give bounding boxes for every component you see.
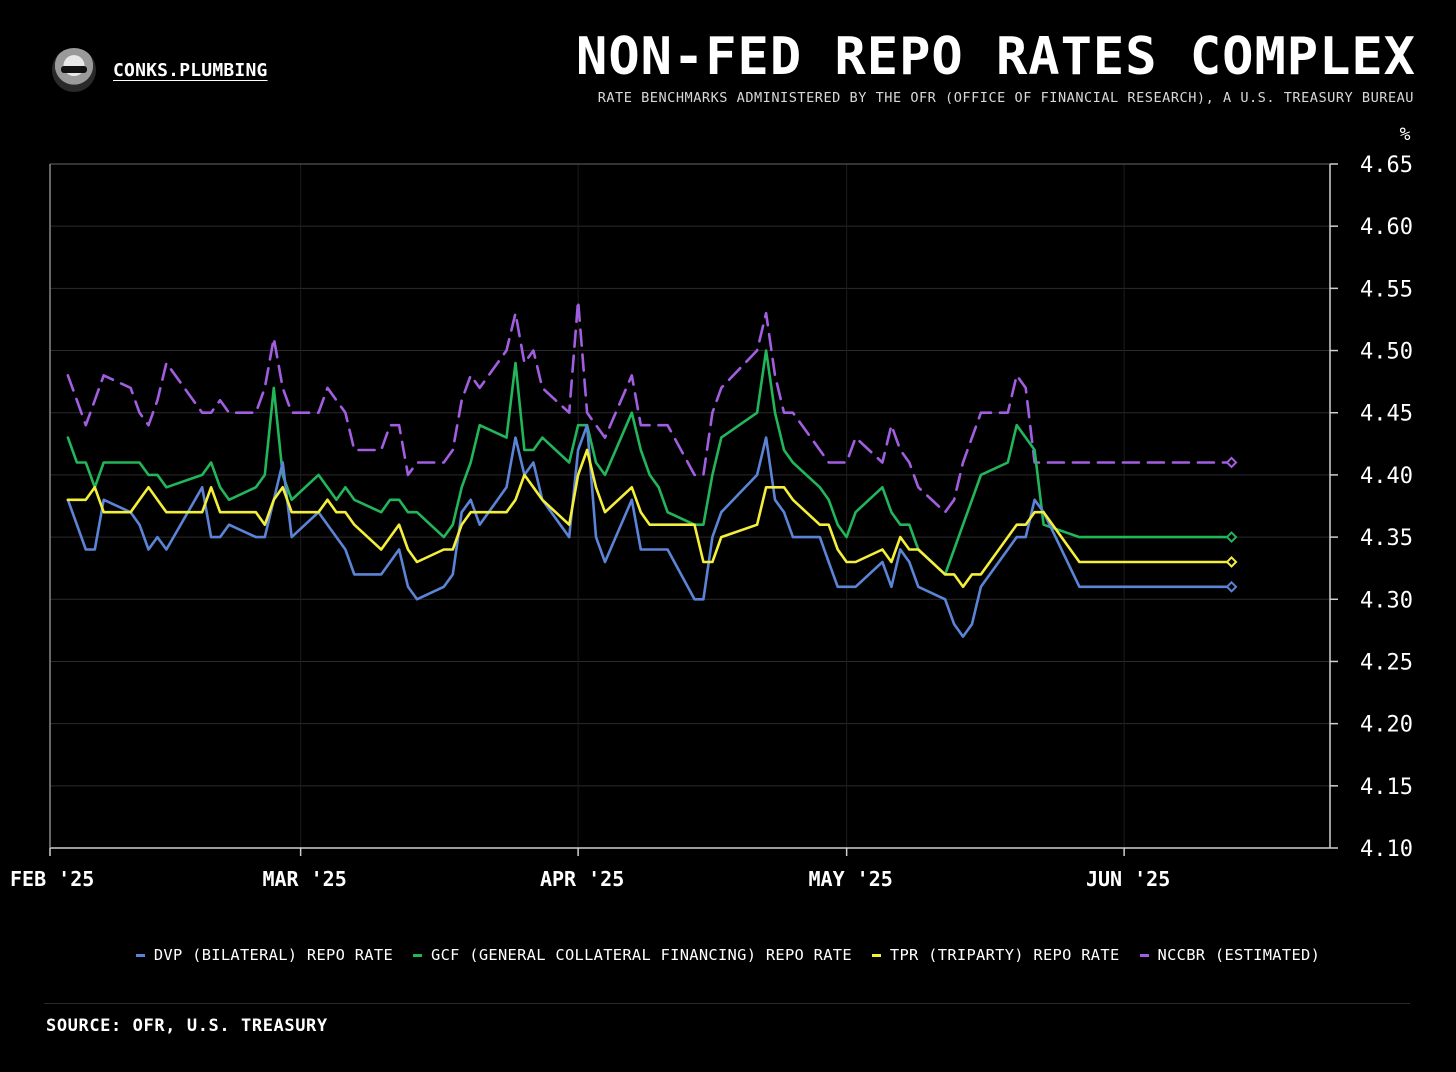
grid-lines [49,163,1330,849]
legend-label: TPR (TRIPARTY) REPO RATE [889,946,1120,964]
legend-swatch [1139,953,1149,957]
chart-title: NON-FED REPO RATES COMPLEX [576,27,1416,87]
legend-item: TPR (TRIPARTY) REPO RATE [871,946,1120,964]
y-tick-label: 4.25 [1360,650,1413,675]
series-lines [66,299,1233,638]
y-tick-label: 4.55 [1360,277,1413,302]
y-axis-unit: % [1400,124,1411,145]
line-chart: 4.10 4.15 4.20 4.25 4.30 4.35 4.40 4.45 4.50 4.55… [10,124,1413,891]
x-tick-label: APR '25 [540,867,624,891]
y-tick-label: 4.15 [1360,775,1413,800]
legend-item: NCCBR (ESTIMATED) [1139,946,1321,964]
series-end-marker [1225,531,1238,544]
brand-link[interactable]: CONKS.PLUMBING [113,59,268,81]
series-end-markers [1225,456,1238,593]
x-tick-label: MAR '25 [262,867,346,891]
series-line [66,448,1233,589]
brand[interactable]: CONKS.PLUMBING [52,48,268,92]
series-end-marker [1225,580,1238,593]
y-tick-label: 4.40 [1360,464,1413,489]
y-tick-label: 4.45 [1360,402,1413,427]
footer-divider [44,1003,1410,1004]
x-tick-label: FEB '25 [10,867,94,891]
y-tick-label: 4.60 [1360,215,1413,240]
legend-item: DVP (BILATERAL) REPO RATE [135,946,394,964]
x-tick-label: MAY '25 [808,867,892,891]
legend-item: GCF (GENERAL COLLATERAL FINANCING) REPO … [413,946,852,964]
series-end-marker [1225,456,1238,469]
legend: DVP (BILATERAL) REPO RATE GCF (GENERAL CO… [0,946,1456,964]
legend-swatch [871,953,881,957]
y-tick-label: 4.65 [1360,153,1413,178]
x-axis-labels: FEB '25 MAR '25 APR '25 MAY '25 JUN '25 [10,867,1170,891]
series-line [66,423,1233,638]
y-axis-labels: 4.10 4.15 4.20 4.25 4.30 4.35 4.40 4.45 4.50 4.55… [1360,153,1413,862]
legend-swatch [135,953,145,957]
series-line [66,299,1233,514]
x-tick-label: JUN '25 [1086,867,1170,891]
y-tick-label: 4.30 [1360,588,1413,613]
y-tick-label: 4.20 [1360,713,1413,738]
series-line [66,349,1233,576]
y-tick-label: 4.50 [1360,340,1413,365]
series-end-marker [1225,556,1238,568]
ninja-avatar-icon [52,48,96,92]
y-tick-label: 4.35 [1360,526,1413,551]
legend-label: DVP (BILATERAL) REPO RATE [153,946,394,964]
source-note: SOURCE: OFR, U.S. TREASURY [46,1016,328,1036]
plot-frame [49,163,1338,856]
chart-subtitle: RATE BENCHMARKS ADMINISTERED BY THE OFR … [597,90,1414,106]
legend-label: GCF (GENERAL COLLATERAL FINANCING) REPO … [431,946,852,964]
legend-label: NCCBR (ESTIMATED) [1157,946,1321,964]
legend-swatch [413,953,423,957]
y-tick-label: 4.10 [1360,837,1413,862]
